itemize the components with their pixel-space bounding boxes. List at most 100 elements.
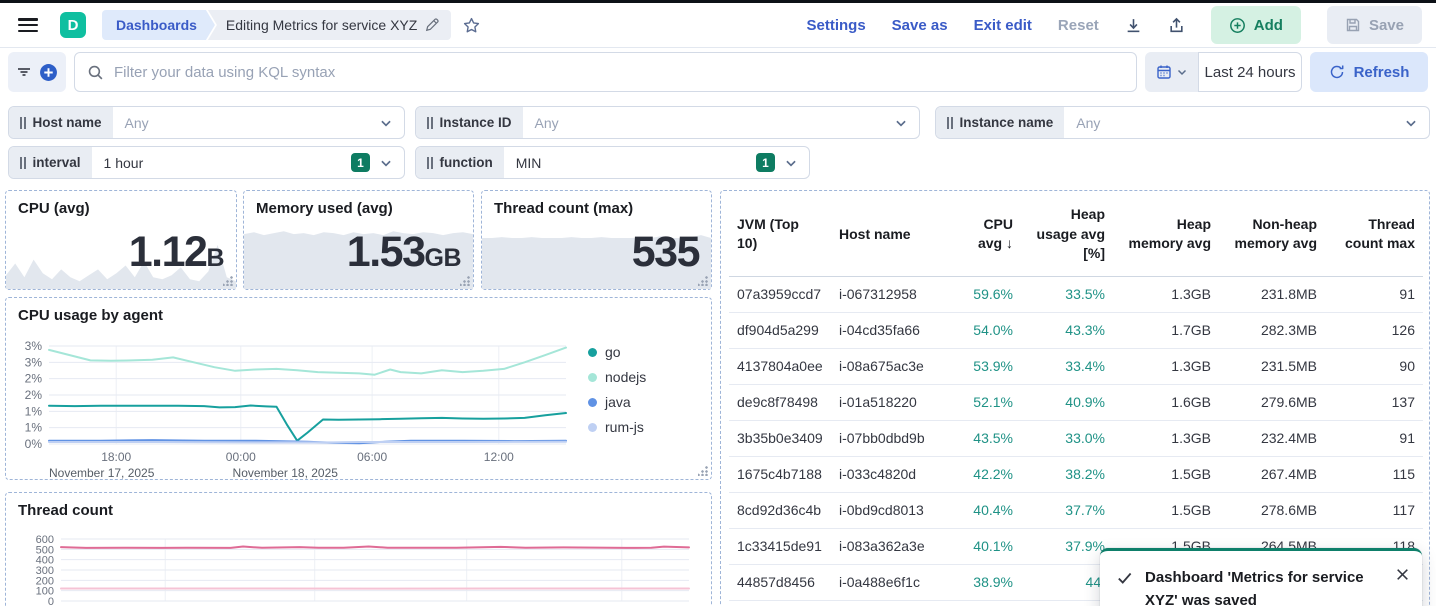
menu-icon[interactable] [18,18,38,32]
drag-handle-icon[interactable] [427,116,433,129]
edit-pencil-icon[interactable] [425,18,439,32]
table-cell: 40.9% [1021,384,1113,421]
control-value[interactable]: MIN [515,154,542,171]
resize-handle[interactable] [698,276,708,286]
cpu-usage-chart-panel[interactable]: CPU usage by agent 3% 3% 2% 2% 1% 1% 0% 18:00 No… [5,297,712,480]
filter-icon[interactable] [16,64,32,80]
table-cell: 1c33415de91 [729,528,831,565]
breadcrumb-dashboards[interactable]: Dashboards [102,10,215,40]
drag-handle-icon[interactable] [20,156,26,169]
jvm-table-panel[interactable]: JVM (Top 10) Host name CPU avg ↓ Heap usage… [720,190,1430,606]
add-button[interactable]: Add [1210,6,1301,44]
control-instance-id[interactable]: Instance ID Any [415,106,920,139]
table-cell: i-0c288f69eb [831,600,949,606]
table-cell: 267.4MB [1219,456,1325,493]
legend-item[interactable]: rum-js [588,419,646,435]
metric-panel-thread-count[interactable]: Thread count (max) 535 [481,190,712,290]
resize-handle[interactable] [460,276,470,286]
control-label[interactable]: interval [9,147,92,178]
legend-dot [588,372,597,382]
navbar-actions: Settings Save as Exit edit Reset Add Sav… [806,6,1422,44]
control-value[interactable]: Any [1076,114,1101,131]
control-function[interactable]: function MIN 1 [415,146,810,179]
control-interval[interactable]: interval 1 hour 1 [8,146,405,179]
svg-text:3%: 3% [25,355,43,369]
table-cell: 43.5% [949,420,1021,457]
kql-search-box [74,52,1137,92]
metric-panel-memory-used[interactable]: Memory used (avg) 1.53GB [243,190,474,290]
breadcrumb: Dashboards Editing Metrics for service X… [102,10,452,40]
legend-label: java [605,394,631,410]
metric-title: Memory used (avg) [256,200,393,217]
refresh-button-label: Refresh [1353,63,1410,81]
metric-panel-cpu-avg[interactable]: CPU (avg) 1.12B [5,190,237,290]
column-header[interactable]: Non-heap memory avg [1219,195,1325,277]
chevron-down-icon [379,116,393,130]
close-icon[interactable] [1395,567,1410,582]
favorite-star-icon[interactable] [463,17,480,34]
table-cell: 278.6MB [1219,492,1325,529]
window-top-edge [0,0,1436,3]
control-label[interactable]: Instance ID [416,107,523,138]
control-label[interactable]: Instance name [936,107,1065,138]
drag-handle-icon[interactable] [20,116,26,129]
table-header-row: JVM (Top 10) Host name CPU avg ↓ Heap usage… [729,195,1423,277]
calendar-icon [1156,65,1171,79]
save-button[interactable]: Save [1326,6,1422,44]
thread-count-chart-panel[interactable]: Thread count 600 500 400 300 200 100 0 [5,492,712,606]
control-value[interactable]: Any [124,114,149,131]
selection-count-badge: 1 [351,153,370,172]
add-filter-icon[interactable] [39,63,58,82]
svg-text:06:00: 06:00 [357,450,387,464]
control-host-name[interactable]: Host name Any [8,106,405,139]
chevron-down-icon [1404,116,1418,130]
legend-item[interactable]: go [588,344,646,360]
share-icon[interactable] [1168,17,1185,34]
resize-handle[interactable] [698,466,708,476]
download-icon[interactable] [1125,17,1142,34]
control-value[interactable]: 1 hour [103,154,144,171]
settings-link[interactable]: Settings [806,16,866,34]
column-header[interactable]: Host name [831,195,949,277]
svg-text:500: 500 [36,544,54,556]
control-label[interactable]: function [416,147,504,178]
table-cell: 1675c4b7188 [729,456,831,493]
time-range-display[interactable]: Last 24 hours [1198,52,1302,92]
svg-text:November 18, 2025: November 18, 2025 [233,466,339,480]
drag-handle-icon[interactable] [427,156,433,169]
chart-legend: go nodejs java rum-js [588,344,646,435]
save-as-link[interactable]: Save as [891,16,948,34]
legend-label: rum-js [605,419,644,435]
table-cell: 44857d8456 [729,564,831,601]
column-header[interactable]: Heap usage avg [%] [1021,195,1113,277]
table-cell: 36.8% [949,600,1021,606]
date-picker-button[interactable] [1145,52,1198,92]
space-avatar[interactable]: D [60,12,86,38]
legend-item[interactable]: nodejs [588,369,646,385]
table-row: 3b35b0e3409 i-07bb0dbd9b 43.5% 33.0% 1.3GB 23… [729,420,1423,457]
control-value[interactable]: Any [534,114,559,131]
table-cell: 1.5GB [1113,456,1219,493]
table-row: 8cd92d36c4b i-0bd9cd8013 40.4% 37.7% 1.5GB 27… [729,492,1423,529]
search-icon [88,65,103,79]
drag-handle-icon[interactable] [947,116,953,129]
table-cell: 44. [1021,564,1113,601]
table-cell: 38.2% [1021,456,1113,493]
column-header[interactable]: JVM (Top 10) [729,195,831,277]
plus-circle-icon [1229,17,1245,33]
add-button-label: Add [1253,16,1283,34]
control-label[interactable]: Host name [9,107,113,138]
control-instance-name[interactable]: Instance name Any [935,106,1430,139]
column-header[interactable]: CPU avg ↓ [949,195,1021,277]
resize-handle[interactable] [223,276,233,286]
refresh-button[interactable]: Refresh [1310,52,1428,92]
breadcrumb-current[interactable]: Editing Metrics for service XYZ [207,10,452,40]
reset-link[interactable]: Reset [1057,16,1099,34]
legend-item[interactable]: java [588,394,646,410]
svg-text:0: 0 [48,596,54,606]
column-header[interactable]: Thread count max [1325,195,1423,277]
svg-text:400: 400 [36,555,54,567]
exit-edit-link[interactable]: Exit edit [973,16,1032,34]
kql-search-input[interactable] [114,63,1124,81]
column-header[interactable]: Heap memory avg [1113,195,1219,277]
